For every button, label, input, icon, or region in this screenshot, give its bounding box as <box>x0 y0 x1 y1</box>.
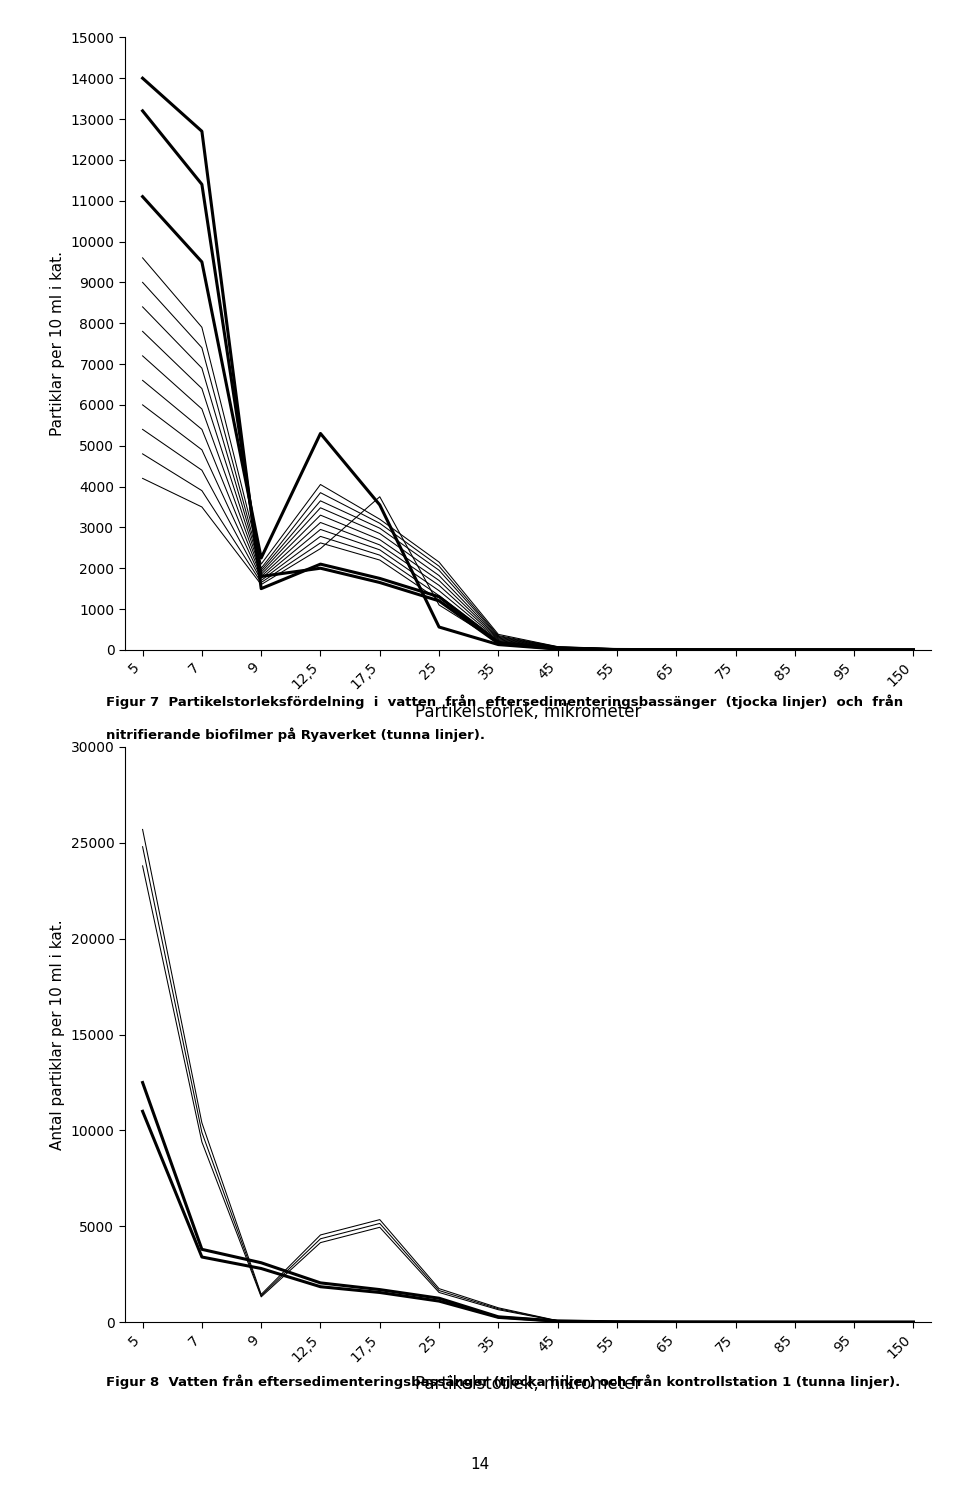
Text: Figur 7  Partikelstorleksfördelning  i  vatten  från  eftersedimenteringsbassäng: Figur 7 Partikelstorleksfördelning i vat… <box>106 695 902 710</box>
Text: 14: 14 <box>470 1457 490 1472</box>
X-axis label: Partikelstorlek, mikrometer: Partikelstorlek, mikrometer <box>415 704 641 722</box>
Y-axis label: Antal partiklar per 10 ml i kat.: Antal partiklar per 10 ml i kat. <box>50 919 65 1150</box>
Text: nitrifierande biofilmer på Ryaverket (tunna linjer).: nitrifierande biofilmer på Ryaverket (tu… <box>106 728 485 743</box>
X-axis label: Partikelstorlek, mikrometer: Partikelstorlek, mikrometer <box>415 1376 641 1394</box>
Text: Figur 8  Vatten från eftersedimenteringsbassänger (tjocka linjer) och från kontr: Figur 8 Vatten från eftersedimenteringsb… <box>106 1374 900 1389</box>
Y-axis label: Partiklar per 10 ml i kat.: Partiklar per 10 ml i kat. <box>50 251 65 436</box>
